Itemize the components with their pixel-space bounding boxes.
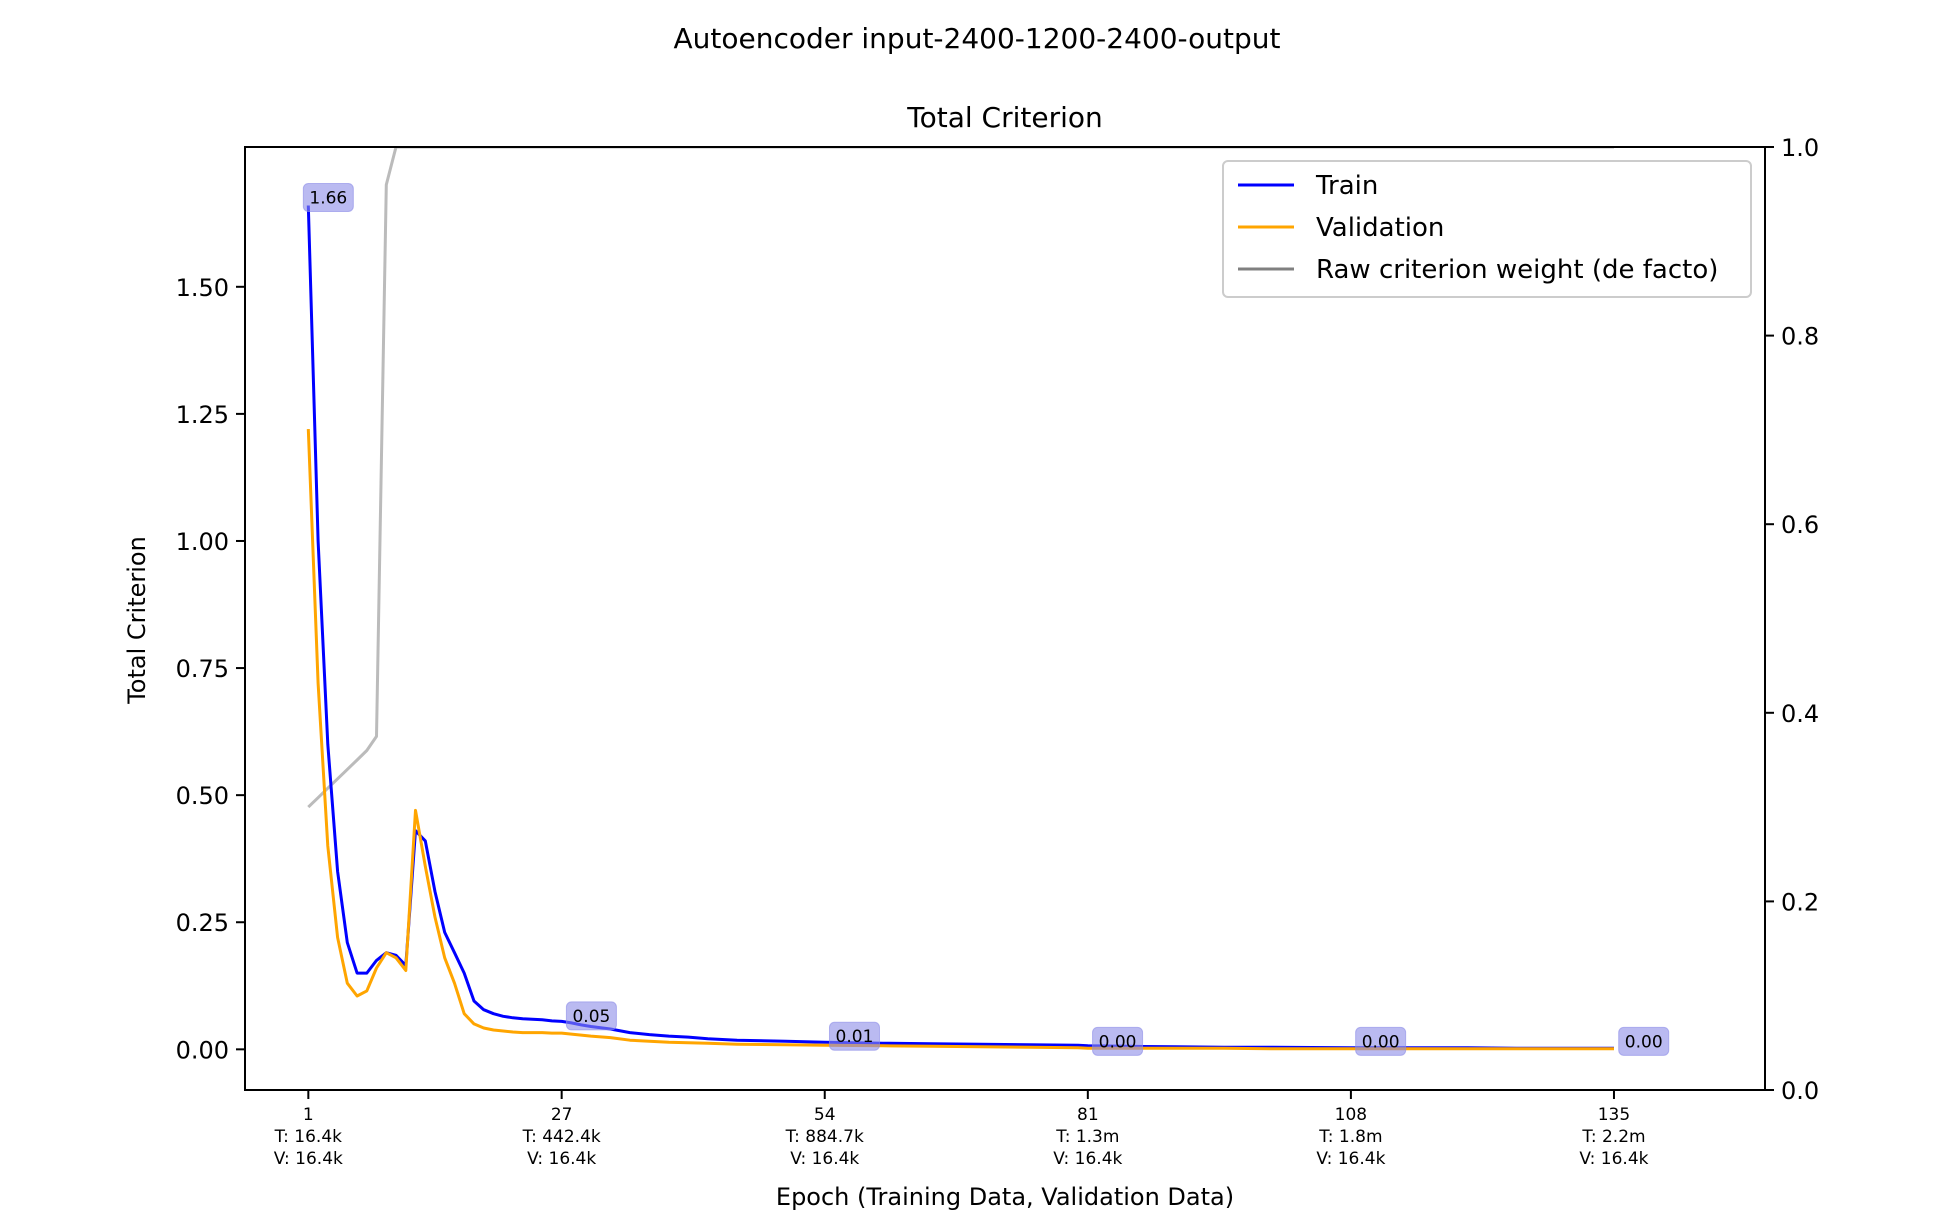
y-tick-label: 1.25 bbox=[176, 401, 229, 429]
annotation-label: 0.00 bbox=[1099, 1032, 1137, 1052]
annotation-label: 0.00 bbox=[1625, 1032, 1663, 1052]
y-right-tick-label: 0.2 bbox=[1781, 888, 1819, 916]
y-right-tick-label: 0.0 bbox=[1781, 1077, 1819, 1105]
x-tick-label: T: 884.7k bbox=[785, 1127, 864, 1147]
x-tick-label: V: 16.4k bbox=[1316, 1149, 1385, 1169]
x-tick-label: 27 bbox=[551, 1105, 573, 1125]
y-tick-label: 0.75 bbox=[176, 655, 229, 683]
legend-label: Train bbox=[1315, 171, 1378, 201]
x-tick-label: 1 bbox=[303, 1105, 314, 1125]
legend-label: Validation bbox=[1316, 213, 1444, 243]
x-tick-label: V: 16.4k bbox=[527, 1149, 596, 1169]
y-right-tick-label: 0.8 bbox=[1781, 323, 1819, 351]
x-tick-label: 135 bbox=[1598, 1105, 1630, 1125]
series-line-raw-criterion-weight-de-facto bbox=[307, 147, 1614, 809]
x-tick-label: V: 16.4k bbox=[274, 1149, 343, 1169]
x-tick-label: V: 16.4k bbox=[1053, 1149, 1122, 1169]
annotation-box bbox=[302, 182, 354, 212]
annotation-box bbox=[828, 1021, 880, 1051]
annotation-box bbox=[565, 1001, 617, 1031]
x-tick-label: T: 1.3m bbox=[1055, 1127, 1119, 1147]
x-tick-label: T: 1.8m bbox=[1318, 1127, 1382, 1147]
annotation-box bbox=[1618, 1026, 1670, 1056]
y-tick-label: 1.50 bbox=[176, 274, 229, 302]
y-tick-label: 0.00 bbox=[176, 1036, 229, 1064]
x-tick-label: 81 bbox=[1077, 1105, 1099, 1125]
axes: 0.00 0.25 0.50 0.75 1.00 1.25 1.50 0.0 0.2 0.4 0.6… bbox=[176, 134, 1820, 1169]
annotations: 1.66 0.05 0.01 0.00 0.00 0.00 bbox=[302, 182, 1670, 1056]
x-tick-label: V: 16.4k bbox=[790, 1149, 859, 1169]
y-tick-label: 1.00 bbox=[176, 528, 229, 556]
annotation-label: 0.01 bbox=[836, 1027, 874, 1047]
chart-title: Total Criterion bbox=[906, 101, 1103, 134]
legend-box bbox=[1222, 160, 1752, 298]
y-axis-label: Total Criterion bbox=[123, 536, 151, 705]
y-tick-label: 0.50 bbox=[176, 782, 229, 810]
x-axis-label: Epoch (Training Data, Validation Data) bbox=[776, 1183, 1234, 1211]
series-line-train bbox=[306, 205, 1614, 1050]
x-tick-label: 108 bbox=[1335, 1105, 1367, 1125]
legend-label: Raw criterion weight (de facto) bbox=[1316, 255, 1718, 285]
y-right-tick-label: 0.6 bbox=[1781, 511, 1819, 539]
x-tick-label: T: 442.4k bbox=[522, 1127, 601, 1147]
annotation-label: 0.05 bbox=[572, 1007, 610, 1027]
legend: Train Validation Raw criterion weight (de … bbox=[1222, 160, 1752, 298]
annotation-box bbox=[1355, 1026, 1407, 1056]
figure-suptitle: Autoencoder input-2400-1200-2400-output bbox=[673, 22, 1280, 55]
y-right-tick-label: 1.0 bbox=[1781, 134, 1819, 162]
x-tick-label: V: 16.4k bbox=[1579, 1149, 1648, 1169]
annotation-label: 0.00 bbox=[1362, 1032, 1400, 1052]
series-line-validation bbox=[306, 429, 1614, 1051]
x-tick-label: T: 2.2m bbox=[1581, 1127, 1645, 1147]
y-tick-label: 0.25 bbox=[176, 909, 229, 937]
annotation-label: 1.66 bbox=[309, 188, 347, 208]
annotation-box bbox=[1092, 1026, 1144, 1056]
x-tick-label: T: 16.4k bbox=[274, 1127, 342, 1147]
axes-frame bbox=[244, 146, 1766, 1091]
x-tick-label: 54 bbox=[814, 1105, 836, 1125]
y-right-tick-label: 0.4 bbox=[1781, 700, 1819, 728]
